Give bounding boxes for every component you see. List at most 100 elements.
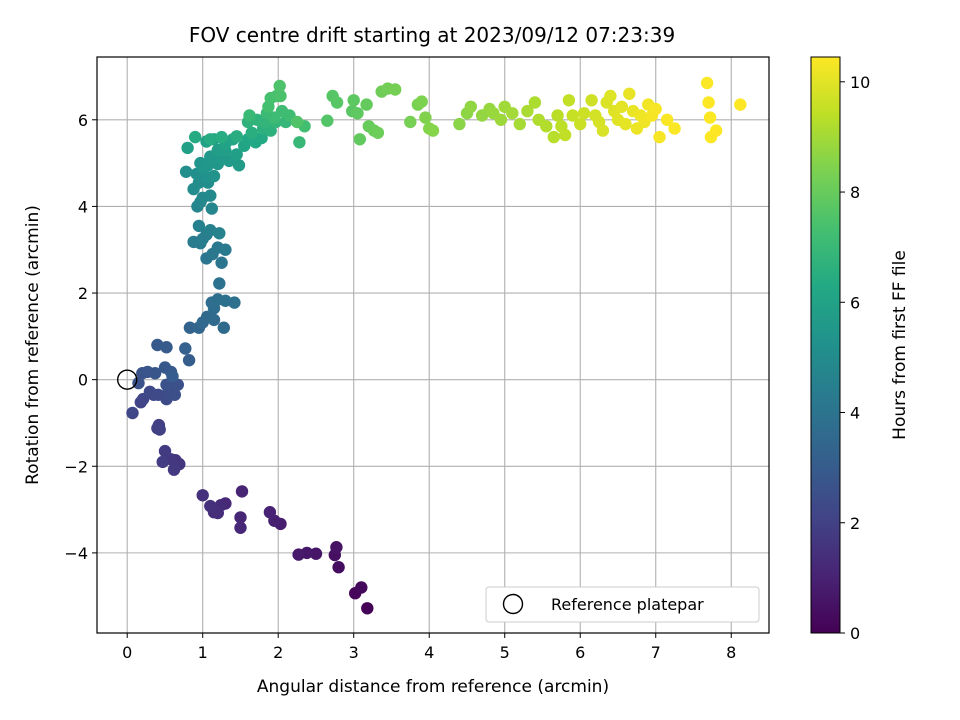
scatter-point (179, 165, 193, 178)
colorbar-tick-label: 6 (850, 293, 860, 312)
x-tick-label: 4 (424, 643, 434, 662)
scatter-point (506, 107, 519, 120)
scatter-point (213, 277, 226, 290)
legend-box (485, 586, 760, 623)
scatter-point (464, 100, 477, 114)
y-tick-label: −2 (64, 457, 88, 476)
reference-platepar-marker (117, 369, 138, 390)
scatter-point (649, 102, 662, 116)
scatter-point (126, 406, 139, 420)
x-axis-ticks: 0 1 2 3 4 5 6 7 8 (122, 633, 736, 662)
scatter-point (703, 111, 717, 124)
scatter-point (521, 104, 534, 118)
scatter-point (528, 96, 542, 109)
reference-marker-layer (117, 369, 138, 390)
scatter-point (148, 367, 162, 380)
scatter-point (160, 378, 173, 391)
scatter-point (709, 124, 723, 137)
scatter-point (734, 98, 747, 111)
scatter-point (551, 109, 564, 122)
scatter-point (404, 115, 417, 129)
colorbar-tick-label: 4 (850, 404, 860, 423)
y-tick-label: 6 (78, 111, 88, 130)
scatter-point (166, 370, 179, 383)
scatter-point (234, 511, 247, 524)
scatter-point (182, 354, 196, 367)
scatter-point (426, 124, 440, 137)
scatter-point (205, 202, 218, 215)
scatter-point (347, 94, 360, 107)
scatter-point (181, 141, 194, 155)
scatter-point (167, 463, 181, 476)
x-tick-label: 7 (651, 643, 661, 662)
legend-entry-reference: Reference platepar (551, 595, 704, 614)
scatter-point (217, 321, 230, 334)
scatter-point (151, 422, 164, 435)
scatter-point (702, 96, 715, 109)
scatter-point (415, 95, 428, 108)
scatter-point (243, 109, 256, 122)
scatter-point (189, 130, 202, 144)
scatter-point (585, 94, 598, 107)
scatter-point (540, 120, 553, 133)
scatter-point (574, 117, 587, 131)
x-tick-label: 5 (500, 643, 510, 662)
scatter-point (274, 89, 287, 103)
scatter-point (293, 136, 306, 149)
scatter-point (213, 227, 226, 240)
scatter-point (558, 128, 572, 142)
scatter-point (215, 130, 228, 144)
scatter-point (361, 602, 374, 615)
scatter-point (158, 444, 172, 458)
scatter-point (360, 98, 373, 111)
scatter-point (330, 96, 344, 109)
scatter-point (453, 117, 466, 131)
scatter-point (353, 133, 366, 146)
colorbar-ticks: 0 2 4 6 8 10 (840, 73, 870, 643)
x-axis-label: Angular distance from reference (arcmin) (257, 677, 609, 697)
scatter-point (604, 89, 617, 103)
scatter-point (168, 388, 181, 401)
colorbar-tick-label: 10 (850, 73, 870, 92)
scatter-point (245, 126, 258, 139)
scatter-point (228, 296, 241, 309)
scatter-point (351, 107, 364, 120)
y-tick-label: 0 (78, 371, 88, 390)
scatter-point (234, 521, 247, 534)
x-tick-label: 3 (349, 643, 359, 662)
scatter-point (596, 124, 610, 137)
scatter-point (183, 321, 197, 334)
scatter-point (207, 313, 221, 327)
legend: Reference platepar (485, 586, 760, 623)
scatter-point (513, 117, 526, 131)
chart-title: FOV centre drift starting at 2023/09/12 … (189, 23, 675, 47)
y-tick-label: 2 (78, 284, 88, 303)
scatter-point (179, 342, 192, 355)
scatter-point (230, 130, 243, 143)
scatter-point (371, 126, 385, 139)
scatter-point (263, 506, 277, 519)
scatter-point (215, 256, 228, 269)
scatter-point (230, 148, 243, 161)
x-tick-label: 2 (273, 643, 283, 662)
scatter-point (566, 109, 579, 122)
scatter-point (204, 189, 217, 202)
y-tick-label: 4 (78, 197, 88, 216)
scatter-point (355, 581, 368, 594)
scatter-point (562, 94, 576, 107)
scatter-point (204, 133, 217, 146)
scatter-point (389, 83, 402, 96)
colorbar (810, 56, 841, 634)
scatter-point (547, 130, 560, 144)
scatter-point (292, 548, 305, 561)
scatter-point (132, 376, 145, 390)
scatter-point (219, 243, 232, 256)
scatter-point (232, 159, 246, 172)
scatter-point (207, 169, 221, 183)
colorbar-tick-label: 0 (850, 624, 860, 643)
scatter-point (156, 455, 169, 469)
x-tick-label: 1 (198, 643, 208, 662)
scatter-point (255, 131, 268, 145)
scatter-point (660, 113, 674, 127)
